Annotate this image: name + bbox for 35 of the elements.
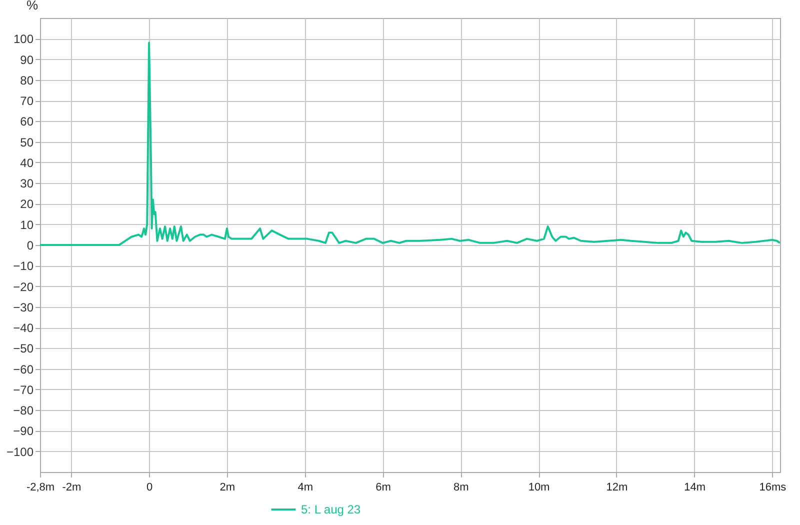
x-tick-label: 12m bbox=[606, 482, 628, 494]
y-axis-title: % bbox=[26, 0, 38, 12]
x-tick-label: 6m bbox=[376, 482, 391, 494]
y-tick-label: −40 bbox=[13, 321, 34, 336]
y-tick-label: 40 bbox=[20, 156, 34, 170]
y-tick-label: −70 bbox=[13, 382, 34, 397]
line-series bbox=[40, 42, 780, 246]
y-tick-label: −80 bbox=[13, 404, 34, 418]
y-tick-label: −30 bbox=[13, 300, 34, 314]
y-tick-label: 20 bbox=[20, 197, 34, 212]
y-tick-label: −60 bbox=[13, 362, 34, 376]
y-tick-label: 50 bbox=[20, 135, 34, 150]
y-tick-label: 0 bbox=[26, 238, 34, 252]
x-tick-label: -2m bbox=[62, 482, 82, 494]
y-tick-label: −100 bbox=[6, 444, 34, 459]
y-tick-label: −90 bbox=[13, 424, 34, 438]
y-tick-label: 10 bbox=[20, 218, 34, 232]
legend-label: 5: L aug 23 bbox=[301, 502, 361, 516]
x-tick-label: 0 bbox=[146, 482, 153, 494]
x-tick-label: -2,8m bbox=[26, 482, 55, 494]
y-tick-label: 70 bbox=[20, 94, 34, 108]
y-tick-label: −10 bbox=[13, 259, 34, 274]
x-tick-label: 8m bbox=[453, 482, 469, 494]
x-tick-label: 14m bbox=[684, 482, 706, 494]
y-tick-label: −20 bbox=[13, 280, 34, 294]
y-tick-label: 90 bbox=[20, 52, 34, 67]
y-tick-label: 80 bbox=[20, 73, 34, 88]
x-tick-label: 4m bbox=[298, 482, 313, 494]
x-tick-label: 10m bbox=[528, 482, 550, 494]
x-tick-label: 16ms bbox=[759, 482, 787, 494]
y-tick-label: 30 bbox=[20, 176, 34, 191]
y-tick-label: 60 bbox=[20, 114, 34, 129]
y-tick-label: 100 bbox=[13, 32, 34, 46]
x-tick-label: 2m bbox=[220, 482, 236, 494]
y-tick-label: −50 bbox=[13, 342, 34, 356]
